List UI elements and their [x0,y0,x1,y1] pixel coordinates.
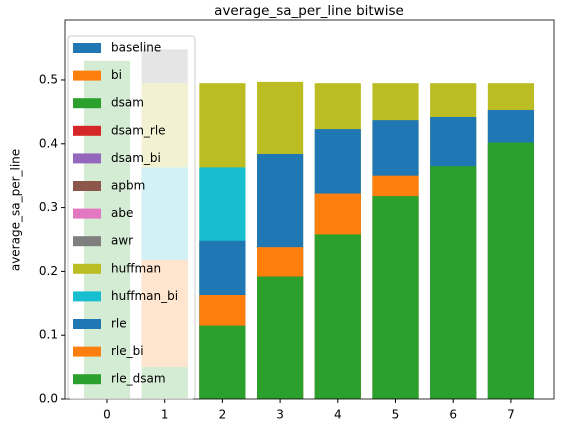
y-tick-label: 0.1 [39,328,58,342]
legend-label: huffman_bi [111,289,178,303]
bar [430,166,477,399]
bar [314,234,361,399]
x-tick-label: 1 [161,408,169,422]
y-axis-label: average_sa_per_line [9,149,23,271]
legend-swatch [73,291,101,302]
legend-swatch [73,346,101,357]
y-tick-label: 0.3 [39,200,58,214]
chart-title: average_sa_per_line bitwise [214,3,404,19]
legend-label: dsam_bi [111,151,161,165]
legend-swatch [73,208,101,219]
x-tick-label: 7 [507,408,515,422]
x-tick-label: 5 [392,408,400,422]
bar [372,196,419,399]
legend-label: awr [111,234,133,248]
bar [199,325,246,399]
y-tick-label: 0.0 [39,392,58,406]
y-tick-label: 0.4 [39,136,58,150]
legend-swatch [73,374,101,385]
legend-label: rle [111,317,127,331]
y-tick-label: 0.2 [39,264,58,278]
x-tick-label: 4 [334,408,342,422]
legend-label: rle_dsam [111,372,166,386]
x-tick-label: 3 [276,408,284,422]
legend-swatch [73,181,101,191]
bar [487,142,534,399]
legend-swatch [73,125,101,136]
legend-swatch [73,70,101,81]
legend-swatch [73,263,101,274]
legend-swatch [73,319,101,329]
legend-label: rle_bi [111,344,144,358]
bar [257,276,304,399]
legend-swatch [73,236,101,247]
legend-swatch [73,153,101,164]
legend-label: huffman [111,261,161,275]
plot-frame [64,19,555,400]
legend-swatch [73,98,101,109]
x-tick-label: 0 [103,408,111,422]
legend-swatch [73,43,101,53]
legend-label: abe [111,206,133,220]
legend-label: dsam [111,96,144,110]
x-tick-label: 2 [219,408,227,422]
x-tick-label: 6 [449,408,457,422]
legend-label: bi [111,68,122,82]
legend-label: baseline [111,41,161,55]
legend-label: dsam_rle [111,123,166,137]
legend-label: apbm [111,179,145,193]
y-tick-label: 0.5 [39,72,58,86]
